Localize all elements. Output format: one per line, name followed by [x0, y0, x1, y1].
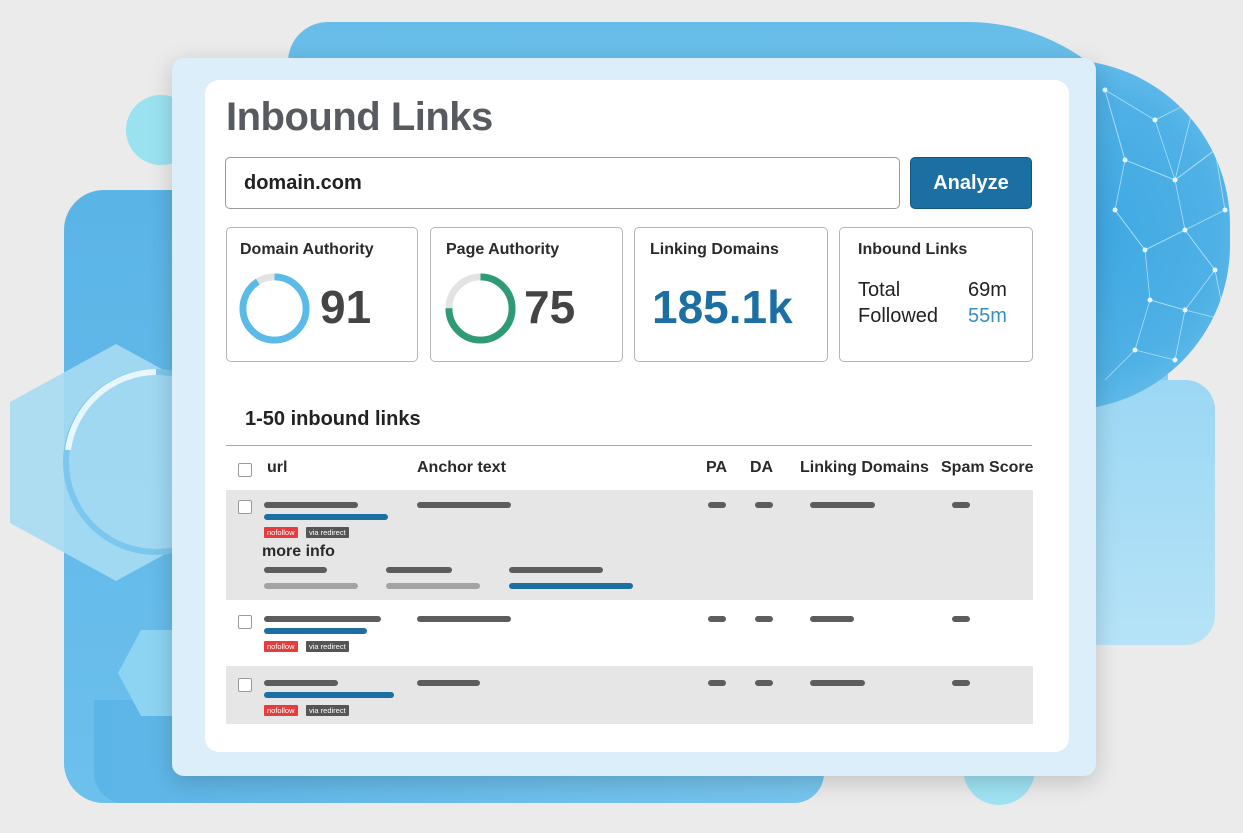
- column-header-linking-domains[interactable]: Linking Domains: [800, 459, 929, 476]
- page-authority-ring: [445, 273, 516, 344]
- followed-links-row: Followed 55m: [858, 305, 1007, 328]
- select-all-checkbox[interactable]: [238, 463, 252, 477]
- redirect-badge: via redirect: [306, 641, 349, 652]
- nofollow-badge: nofollow: [264, 527, 298, 538]
- background-shape: [1095, 380, 1215, 645]
- page-authority-label: Page Authority: [446, 241, 560, 258]
- inbound-links-label: Inbound Links: [858, 241, 968, 258]
- redirect-badge: via redirect: [306, 527, 349, 538]
- da-placeholder: [755, 616, 773, 622]
- linking-domains-label: Linking Domains: [650, 241, 779, 258]
- url-placeholder[interactable]: [264, 680, 338, 686]
- followed-value: 55m: [968, 305, 1007, 327]
- hexagon-shape: [10, 344, 226, 581]
- column-header-spam-score[interactable]: Spam Score: [941, 459, 1034, 476]
- page-authority-card: Page Authority 75: [430, 227, 623, 362]
- url-placeholder[interactable]: [264, 502, 358, 508]
- row-checkbox[interactable]: [238, 615, 252, 629]
- anchor-text-placeholder: [417, 502, 511, 508]
- pa-placeholder: [708, 616, 726, 622]
- detail-placeholder: [264, 567, 327, 573]
- linking-domains-card: Linking Domains 185.1k: [634, 227, 828, 362]
- column-header-pa[interactable]: PA: [706, 459, 728, 476]
- row-checkbox[interactable]: [238, 678, 252, 692]
- total-label: Total: [858, 279, 901, 301]
- nofollow-badge: nofollow: [264, 705, 298, 716]
- spam-score-placeholder: [952, 680, 970, 686]
- linking-domains-value: 185.1k: [652, 281, 793, 333]
- linking-domains-placeholder: [810, 680, 865, 686]
- detail-placeholder: [386, 583, 480, 589]
- spam-score-placeholder: [952, 502, 970, 508]
- detail-link-placeholder[interactable]: [509, 583, 633, 589]
- divider: [226, 445, 1032, 446]
- domain-authority-ring: [239, 273, 310, 344]
- detail-placeholder: [509, 567, 603, 573]
- url-placeholder[interactable]: [264, 616, 381, 622]
- analyze-button[interactable]: Analyze: [910, 157, 1032, 209]
- nofollow-badge: nofollow: [264, 641, 298, 652]
- da-placeholder: [755, 502, 773, 508]
- column-header-anchor-text[interactable]: Anchor text: [417, 459, 506, 476]
- results-heading: 1-50 inbound links: [245, 408, 421, 430]
- total-value: 69m: [968, 279, 1007, 301]
- row-checkbox[interactable]: [238, 500, 252, 514]
- inbound-links-card: Inbound Links Total 69m Followed 55m: [839, 227, 1033, 362]
- domain-authority-label: Domain Authority: [240, 241, 374, 258]
- detail-placeholder: [264, 583, 358, 589]
- table-row[interactable]: [226, 490, 1033, 600]
- column-header-da[interactable]: DA: [750, 459, 774, 476]
- domain-authority-value: 91: [320, 281, 372, 333]
- domain-authority-card: Domain Authority 91: [226, 227, 418, 362]
- pa-placeholder: [708, 680, 726, 686]
- url-link-placeholder[interactable]: [264, 692, 394, 698]
- spam-score-placeholder: [952, 616, 970, 622]
- linking-domains-placeholder: [810, 616, 854, 622]
- redirect-badge: via redirect: [306, 705, 349, 716]
- anchor-text-placeholder: [417, 680, 480, 686]
- total-links-row: Total 69m: [858, 279, 1007, 302]
- url-link-placeholder[interactable]: [264, 514, 388, 520]
- detail-placeholder: [386, 567, 452, 573]
- followed-label: Followed: [858, 305, 939, 327]
- da-placeholder: [755, 680, 773, 686]
- page-title: Inbound Links: [226, 95, 493, 139]
- linking-domains-placeholder: [810, 502, 875, 508]
- domain-search-input[interactable]: [225, 157, 900, 209]
- page-authority-value: 75: [524, 281, 576, 333]
- url-link-placeholder[interactable]: [264, 628, 367, 634]
- column-header-url[interactable]: url: [267, 459, 288, 476]
- pa-placeholder: [708, 502, 726, 508]
- anchor-text-placeholder: [417, 616, 511, 622]
- more-info-label[interactable]: more info: [262, 543, 335, 560]
